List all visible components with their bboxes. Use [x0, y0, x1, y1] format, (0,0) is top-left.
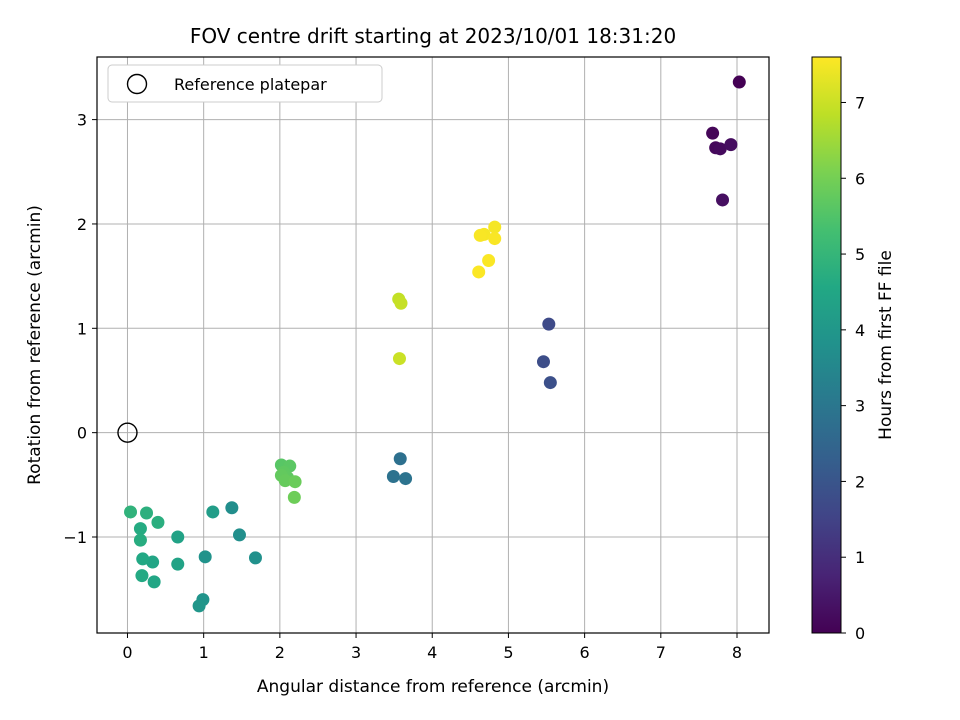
data-point: [393, 452, 407, 466]
data-point: [232, 528, 246, 542]
data-point: [536, 355, 550, 369]
data-point: [133, 533, 147, 547]
data-point: [278, 474, 292, 488]
y-tick-label: 0: [77, 424, 87, 443]
colorbar-tick-label: 4: [855, 321, 865, 340]
reference-platepar-marker: [117, 422, 138, 443]
x-tick-label: 4: [427, 643, 437, 662]
data-point: [386, 469, 400, 483]
y-tick-label: 2: [77, 215, 87, 234]
y-axis-label: Rotation from reference (arcmin): [25, 205, 45, 485]
x-axis-label: Angular distance from reference (arcmin): [257, 677, 609, 697]
y-axis-ticks: −1 0 1 2 3: [63, 111, 97, 547]
colorbar-label: Hours from first FF file: [876, 250, 896, 440]
y-tick-label: 3: [77, 111, 87, 130]
colorbar-ticks: 0 1 2 3 4 5 6 7: [841, 93, 865, 643]
data-point: [140, 506, 154, 520]
data-point: [146, 555, 160, 569]
data-point: [136, 552, 150, 566]
x-tick-label: 5: [503, 643, 513, 662]
data-point: [135, 569, 149, 583]
y-tick-label: −1: [63, 528, 87, 547]
data-point: [394, 296, 408, 310]
colorbar-tick-label: 5: [855, 245, 865, 264]
x-tick-label: 8: [732, 643, 742, 662]
plot-frame: [96, 56, 770, 634]
colorbar-tick-label: 0: [855, 624, 865, 643]
x-tick-label: 0: [122, 643, 132, 662]
data-point: [192, 599, 206, 613]
data-point: [732, 75, 746, 89]
colorbar-tick-label: 6: [855, 169, 865, 188]
data-point: [482, 253, 496, 267]
x-tick-label: 6: [580, 643, 590, 662]
x-tick-label: 2: [275, 643, 285, 662]
colorbar-tick-label: 2: [855, 472, 865, 491]
data-point: [724, 138, 738, 152]
y-tick-label: 1: [77, 319, 87, 338]
data-points: [124, 75, 746, 613]
data-point: [488, 220, 502, 234]
chart-title: FOV centre drift starting at 2023/10/01 …: [190, 24, 676, 48]
data-point: [133, 522, 147, 536]
x-tick-label: 3: [351, 643, 361, 662]
data-point: [287, 490, 301, 504]
data-point: [543, 376, 557, 390]
data-point: [392, 352, 406, 366]
data-point: [713, 142, 727, 156]
legend-label-reference-platepar: Reference platepar: [174, 75, 327, 94]
x-tick-label: 1: [199, 643, 209, 662]
data-point: [225, 501, 239, 515]
colorbar-tick-label: 3: [855, 397, 865, 416]
data-point: [399, 472, 413, 486]
data-point: [151, 515, 165, 529]
data-point: [171, 530, 185, 544]
legend: Reference platepar: [107, 64, 383, 103]
data-point: [488, 232, 502, 246]
colorbar-gradient: [811, 56, 842, 634]
data-point: [206, 505, 220, 519]
data-point: [472, 265, 486, 279]
data-point: [147, 575, 161, 589]
reference-marker: [117, 422, 138, 443]
colorbar: 0 1 2 3 4 5 6 7 Hours from first FF file: [811, 56, 896, 643]
data-point: [473, 228, 487, 242]
x-tick-label: 7: [656, 643, 666, 662]
legend-box: [107, 64, 383, 103]
data-point: [248, 551, 262, 565]
legend-open-circle-marker: [126, 73, 148, 95]
data-point: [124, 505, 138, 519]
colorbar-tick-label: 1: [855, 548, 865, 567]
grid-lines: [97, 57, 769, 633]
data-point: [198, 550, 212, 564]
data-point: [706, 126, 720, 140]
data-point: [716, 193, 730, 207]
data-point: [171, 557, 185, 571]
x-axis-ticks: 0 1 2 3 4 5 6 7 8: [122, 633, 742, 662]
colorbar-tick-label: 7: [855, 93, 865, 112]
data-point: [288, 475, 302, 489]
data-point: [542, 317, 556, 331]
